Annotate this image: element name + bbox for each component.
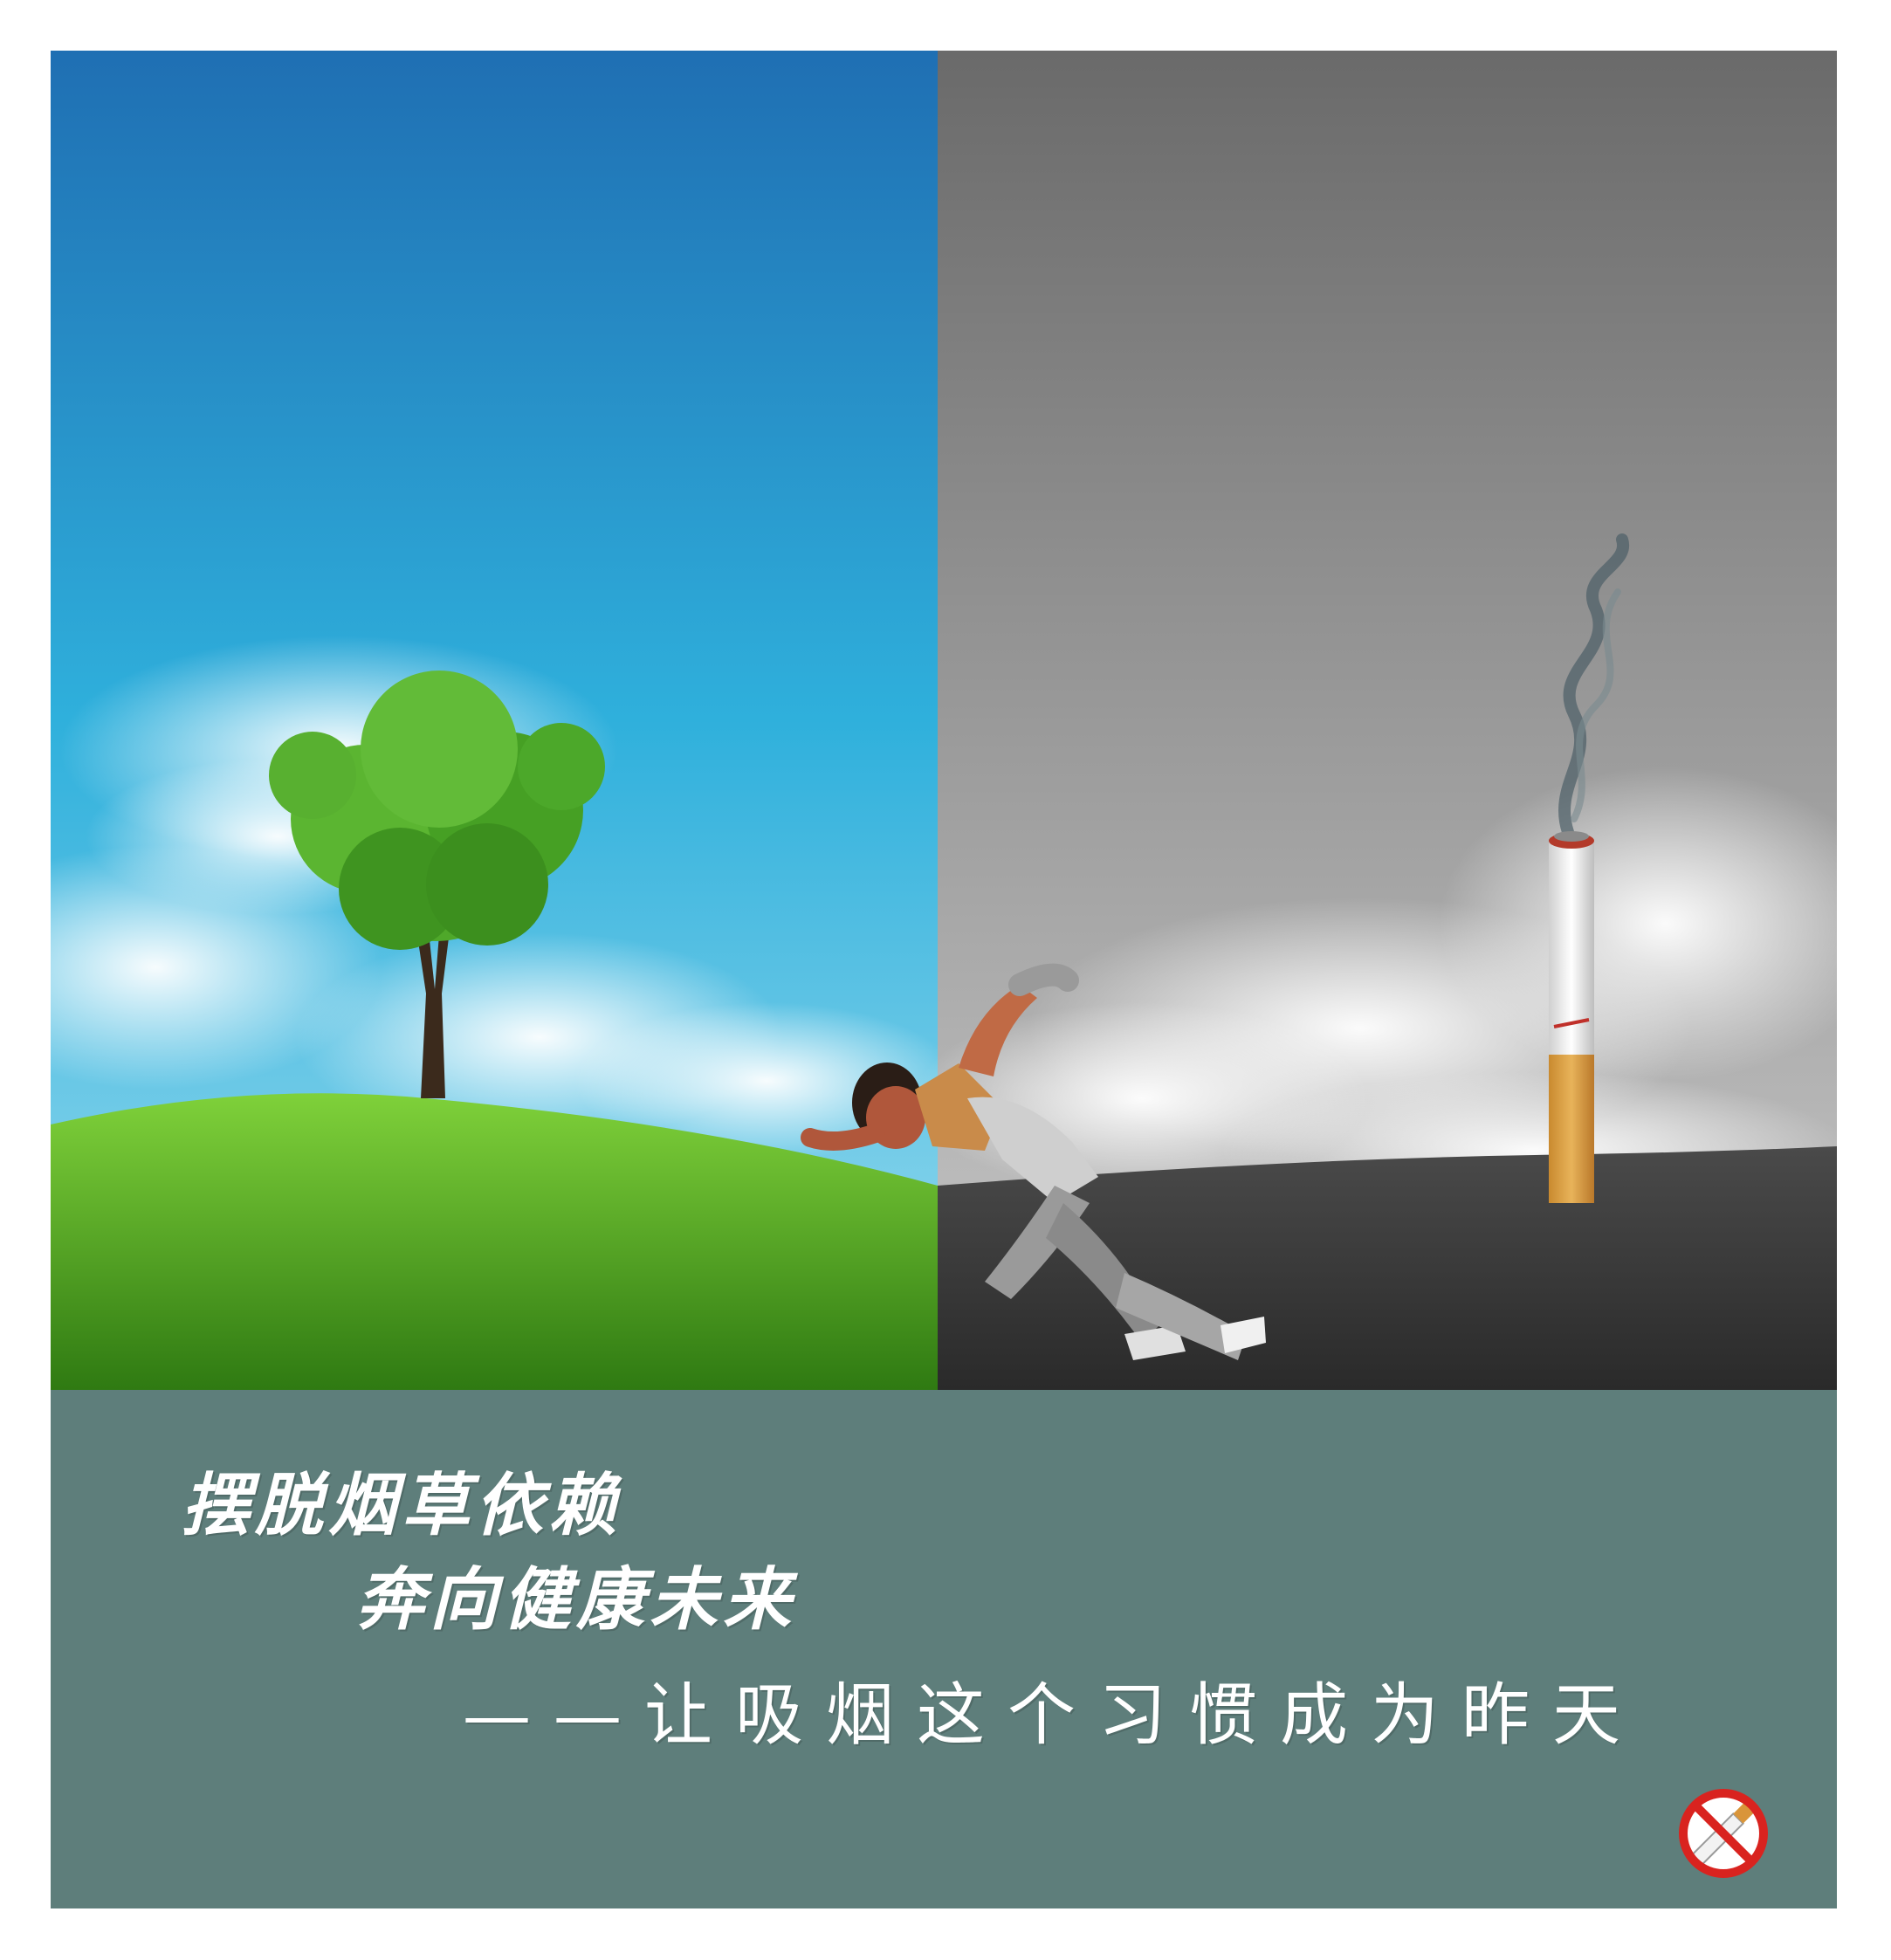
green-hill	[51, 1093, 938, 1390]
poster-scene	[51, 51, 1837, 1390]
scene-illustration	[51, 51, 1837, 1390]
tree-icon	[269, 671, 605, 1098]
slogan-line-2: 奔向健康未来	[356, 1560, 797, 1640]
runner-figure	[801, 963, 1266, 1360]
poster: 摆脱烟草依赖 奔向健康未来 ——让吸烟这个习惯成为昨天	[51, 51, 1837, 1908]
slogan-line-3: ——让吸烟这个习惯成为昨天	[463, 1676, 1644, 1755]
cigarette-icon	[1549, 831, 1594, 1203]
smoke-swirl	[1558, 533, 1630, 838]
no-smoking-icon	[1679, 1789, 1768, 1878]
slogan-line-1: 摆脱烟草依赖	[182, 1466, 622, 1545]
caption-panel: 摆脱烟草依赖 奔向健康未来 ——让吸烟这个习惯成为昨天	[51, 1390, 1837, 1908]
